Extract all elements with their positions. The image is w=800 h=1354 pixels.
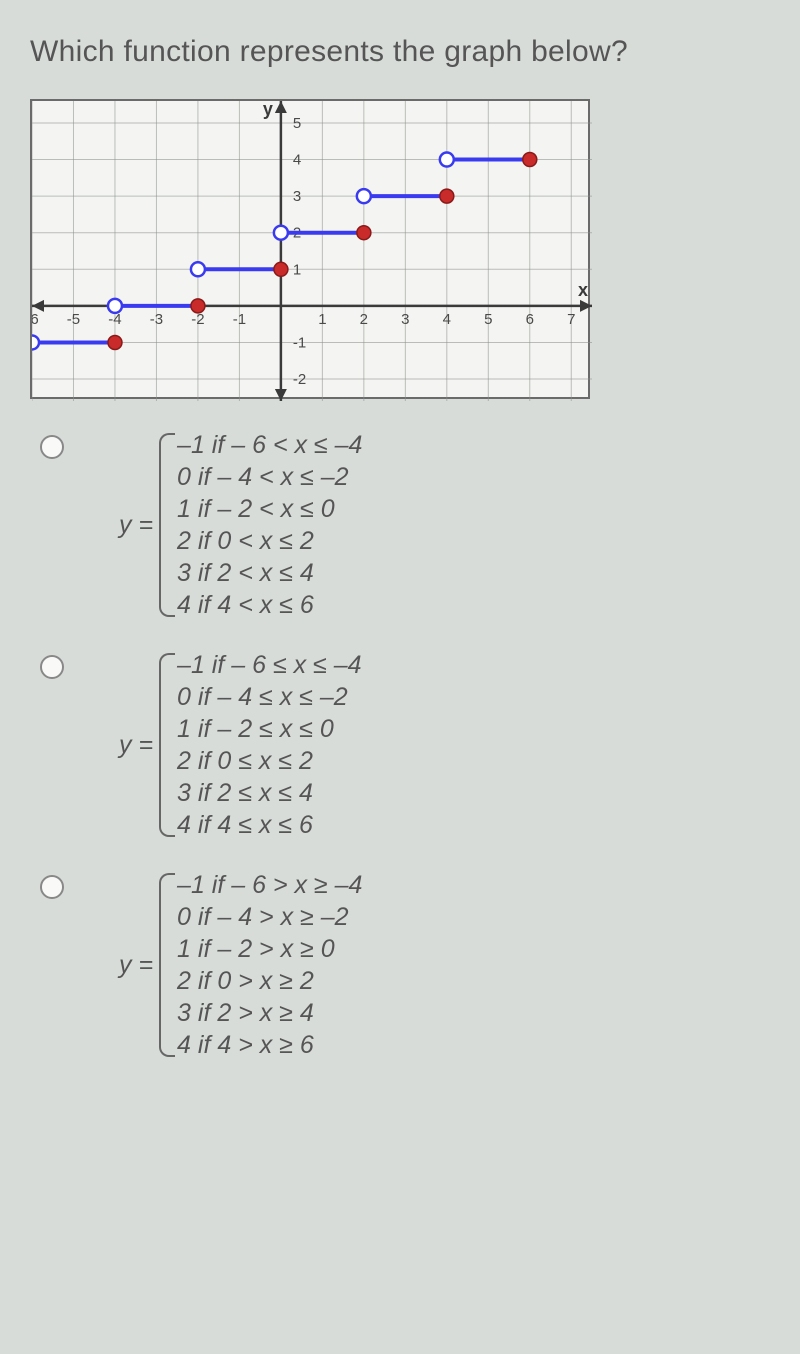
- y-equals-label: y =: [119, 951, 153, 980]
- piecewise-b: y =–1 if – 6 ≤ x ≤ –40 if – 4 ≤ x ≤ –21 …: [119, 649, 362, 841]
- piecewise-line: –1 if – 6 ≤ x ≤ –4: [177, 649, 362, 681]
- svg-text:5: 5: [484, 311, 492, 328]
- piecewise-line: 4 if 4 > x ≥ 6: [177, 1029, 362, 1061]
- brace-column: –1 if – 6 ≤ x ≤ –40 if – 4 ≤ x ≤ –21 if …: [159, 649, 362, 841]
- piecewise-line: –1 if – 6 < x ≤ –4: [177, 429, 362, 461]
- svg-text:-2: -2: [293, 371, 306, 388]
- svg-text:4: 4: [443, 311, 451, 328]
- radio-option-b[interactable]: [40, 655, 64, 679]
- piecewise-line: 3 if 2 ≤ x ≤ 4: [177, 777, 362, 809]
- piecewise-line: 1 if – 2 < x ≤ 0: [177, 493, 362, 525]
- piecewise-c: y =–1 if – 6 > x ≥ –40 if – 4 > x ≥ –21 …: [119, 869, 362, 1061]
- piecewise-line: –1 if – 6 > x ≥ –4: [177, 869, 362, 901]
- svg-text:-1: -1: [293, 334, 306, 351]
- piecewise-a: y =–1 if – 6 < x ≤ –40 if – 4 < x ≤ –21 …: [119, 429, 362, 621]
- piecewise-line: 0 if – 4 < x ≤ –2: [177, 461, 362, 493]
- answer-option-b[interactable]: y =–1 if – 6 ≤ x ≤ –40 if – 4 ≤ x ≤ –21 …: [40, 649, 770, 841]
- piecewise-line: 4 if 4 ≤ x ≤ 6: [177, 809, 362, 841]
- answer-option-a[interactable]: y =–1 if – 6 < x ≤ –40 if – 4 < x ≤ –21 …: [40, 429, 770, 621]
- piecewise-line: 3 if 2 > x ≥ 4: [177, 997, 362, 1029]
- answer-option-c[interactable]: y =–1 if – 6 > x ≥ –40 if – 4 > x ≥ –21 …: [40, 869, 770, 1061]
- piecewise-line: 2 if 0 < x ≤ 2: [177, 525, 362, 557]
- piecewise-line: 1 if – 2 ≤ x ≤ 0: [177, 713, 362, 745]
- piecewise-line: 2 if 0 > x ≥ 2: [177, 965, 362, 997]
- y-equals-label: y =: [119, 731, 153, 760]
- svg-text:1: 1: [293, 261, 301, 278]
- svg-text:-1: -1: [233, 311, 246, 328]
- piecewise-line: 3 if 2 < x ≤ 4: [177, 557, 362, 589]
- svg-text:-5: -5: [67, 311, 80, 328]
- brace-column: –1 if – 6 > x ≥ –40 if – 4 > x ≥ –21 if …: [159, 869, 362, 1061]
- svg-text:-3: -3: [150, 311, 163, 328]
- svg-text:5: 5: [293, 115, 301, 132]
- radio-option-c[interactable]: [40, 875, 64, 899]
- svg-text:4: 4: [293, 152, 301, 169]
- answer-options: y =–1 if – 6 < x ≤ –40 if – 4 < x ≤ –21 …: [40, 429, 770, 1061]
- svg-text:x: x: [578, 280, 588, 300]
- svg-text:2: 2: [360, 311, 368, 328]
- brace-column: –1 if – 6 < x ≤ –40 if – 4 < x ≤ –21 if …: [159, 429, 362, 621]
- piecewise-line: 0 if – 4 ≤ x ≤ –2: [177, 681, 362, 713]
- svg-text:3: 3: [401, 311, 409, 328]
- radio-option-a[interactable]: [40, 435, 64, 459]
- graph-svg: -6-5-4-3-2-11234567-2-112345yx: [32, 101, 592, 401]
- question-text: Which function represents the graph belo…: [30, 35, 770, 69]
- y-equals-label: y =: [119, 511, 153, 540]
- svg-text:7: 7: [567, 311, 575, 328]
- piecewise-line: 1 if – 2 > x ≥ 0: [177, 933, 362, 965]
- piecewise-line: 0 if – 4 > x ≥ –2: [177, 901, 362, 933]
- svg-text:6: 6: [526, 311, 534, 328]
- piecewise-line: 4 if 4 < x ≤ 6: [177, 589, 362, 621]
- svg-text:-6: -6: [32, 311, 39, 328]
- svg-text:3: 3: [293, 188, 301, 205]
- step-function-graph: -6-5-4-3-2-11234567-2-112345yx: [30, 99, 590, 399]
- piecewise-line: 2 if 0 ≤ x ≤ 2: [177, 745, 362, 777]
- svg-text:1: 1: [318, 311, 326, 328]
- svg-text:y: y: [263, 101, 273, 119]
